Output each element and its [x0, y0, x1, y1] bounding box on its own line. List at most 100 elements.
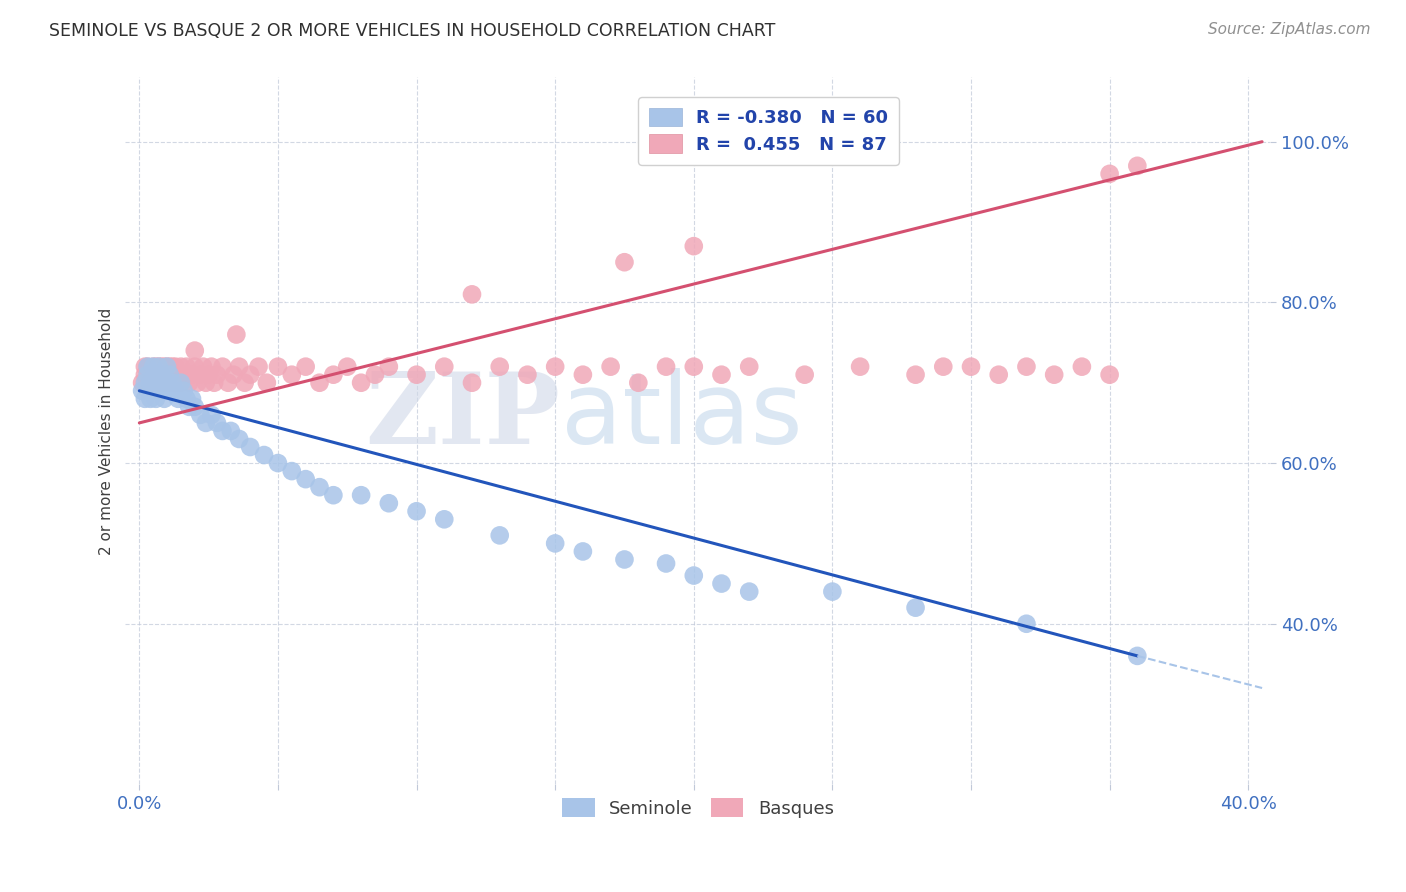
Point: [165, 376, 187, 390]
Point: [150, 384, 173, 398]
Point: [987, 368, 1010, 382]
Point: [153, 376, 176, 390]
Point: [682, 568, 704, 582]
Point: [173, 384, 195, 398]
Point: [281, 368, 304, 382]
Point: [849, 359, 872, 374]
Point: [1098, 167, 1121, 181]
Point: [134, 359, 156, 374]
Point: [308, 376, 330, 390]
Point: [516, 368, 538, 382]
Point: [682, 359, 704, 374]
Point: [202, 376, 225, 390]
Y-axis label: 2 or more Vehicles in Household: 2 or more Vehicles in Household: [100, 308, 114, 555]
Point: [267, 359, 290, 374]
Point: [738, 359, 761, 374]
Point: [200, 408, 222, 422]
Point: [150, 368, 173, 382]
Point: [350, 488, 373, 502]
Point: [336, 359, 359, 374]
Point: [136, 359, 159, 374]
Point: [139, 376, 162, 390]
Point: [488, 528, 510, 542]
Point: [710, 576, 733, 591]
Point: [153, 376, 176, 390]
Point: [572, 368, 595, 382]
Point: [294, 359, 316, 374]
Text: ZIP: ZIP: [366, 368, 561, 466]
Point: [219, 424, 242, 438]
Legend: Seminole, Basques: Seminole, Basques: [555, 791, 841, 825]
Point: [194, 416, 217, 430]
Point: [599, 359, 621, 374]
Point: [364, 368, 387, 382]
Point: [228, 432, 250, 446]
Point: [433, 512, 456, 526]
Point: [239, 368, 262, 382]
Point: [205, 416, 228, 430]
Point: [904, 600, 927, 615]
Point: [613, 255, 636, 269]
Point: [156, 368, 179, 382]
Text: Source: ZipAtlas.com: Source: ZipAtlas.com: [1208, 22, 1371, 37]
Point: [150, 368, 173, 382]
Point: [217, 376, 239, 390]
Point: [247, 359, 270, 374]
Point: [572, 544, 595, 558]
Point: [211, 359, 233, 374]
Point: [134, 392, 156, 406]
Point: [350, 376, 373, 390]
Point: [184, 343, 207, 358]
Point: [281, 464, 304, 478]
Point: [159, 359, 181, 374]
Point: [904, 368, 927, 382]
Point: [136, 359, 159, 374]
Point: [191, 359, 214, 374]
Point: [162, 368, 184, 382]
Point: [148, 376, 170, 390]
Point: [134, 368, 156, 382]
Point: [793, 368, 815, 382]
Point: [378, 496, 401, 510]
Point: [148, 359, 170, 374]
Point: [655, 557, 678, 571]
Point: [488, 359, 510, 374]
Point: [267, 456, 290, 470]
Point: [544, 536, 567, 550]
Point: [405, 504, 427, 518]
Point: [139, 392, 162, 406]
Point: [181, 368, 204, 382]
Point: [170, 376, 193, 390]
Point: [461, 287, 484, 301]
Point: [159, 368, 181, 382]
Point: [131, 376, 153, 390]
Point: [1043, 368, 1066, 382]
Point: [960, 359, 983, 374]
Point: [205, 368, 228, 382]
Point: [148, 376, 170, 390]
Point: [544, 359, 567, 374]
Point: [145, 368, 167, 382]
Point: [1126, 648, 1149, 663]
Point: [197, 368, 219, 382]
Point: [150, 359, 173, 374]
Point: [738, 584, 761, 599]
Point: [682, 239, 704, 253]
Point: [165, 384, 187, 398]
Point: [142, 376, 165, 390]
Point: [173, 368, 195, 382]
Point: [655, 359, 678, 374]
Text: atlas: atlas: [561, 368, 803, 466]
Point: [170, 359, 193, 374]
Point: [188, 408, 211, 422]
Point: [167, 368, 190, 382]
Point: [194, 376, 217, 390]
Point: [1015, 616, 1038, 631]
Point: [165, 359, 187, 374]
Point: [405, 368, 427, 382]
Point: [378, 359, 401, 374]
Point: [179, 376, 201, 390]
Point: [821, 584, 844, 599]
Point: [188, 368, 211, 382]
Point: [710, 368, 733, 382]
